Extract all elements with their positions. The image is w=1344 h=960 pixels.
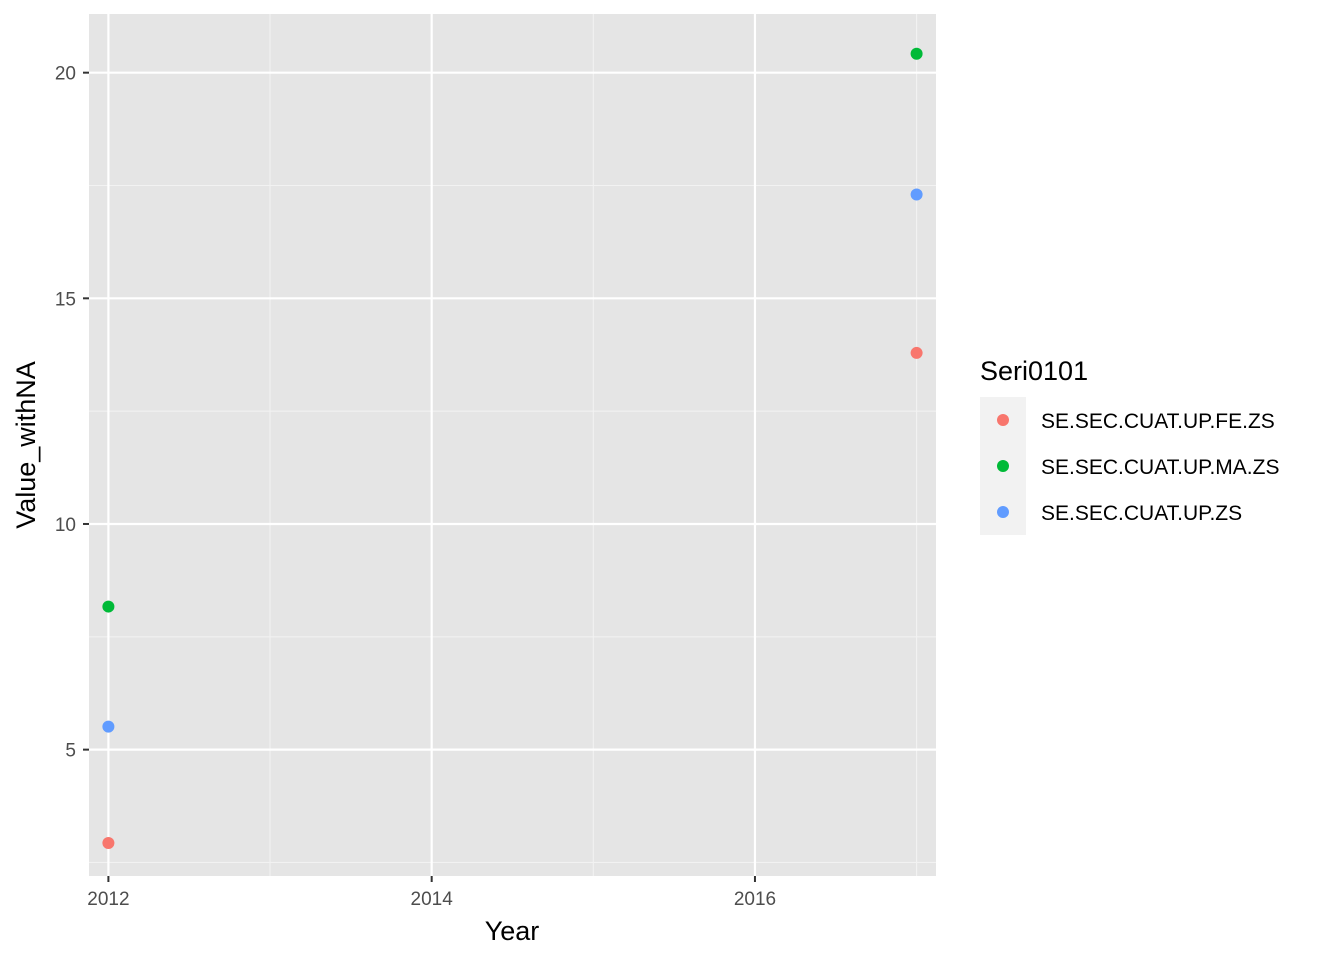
legend-label: SE.SEC.CUAT.UP.MA.ZS: [1041, 456, 1279, 479]
data-point: [102, 837, 115, 850]
y-tick-label: 20: [55, 64, 76, 85]
minor-gridlines: [89, 14, 936, 876]
data-point: [102, 600, 115, 613]
data-point: [910, 188, 923, 201]
data-points: [102, 47, 923, 850]
panel-background: [89, 14, 936, 876]
legend: Seri0101 SE.SEC.CUAT.UP.FE.ZSSE.SEC.CUAT…: [980, 356, 1279, 535]
data-point: [910, 47, 923, 60]
legend-label: SE.SEC.CUAT.UP.ZS: [1041, 502, 1242, 525]
y-axis-tick-labels: 5 10 15 20: [55, 64, 76, 762]
major-gridlines: [89, 14, 936, 876]
legend-key: [997, 506, 1009, 518]
x-tick-label: 2012: [87, 889, 129, 910]
y-tick-label: 15: [55, 289, 76, 310]
legend-items: SE.SEC.CUAT.UP.FE.ZS SE.SEC.CUAT.UP.MA.ZS…: [997, 410, 1279, 525]
legend-label: SE.SEC.CUAT.UP.FE.ZS: [1041, 410, 1275, 433]
legend-key: [997, 460, 1009, 472]
x-tick-label: 2016: [734, 889, 776, 910]
data-point: [910, 346, 923, 359]
x-tick-label: 2014: [411, 889, 454, 910]
y-axis-title: Value_withNA: [11, 361, 41, 529]
y-tick-label: 10: [55, 515, 76, 536]
y-tick-label: 5: [65, 741, 76, 762]
x-axis-tick-labels: 2012 2014 2016: [87, 889, 776, 910]
x-axis-title: Year: [485, 916, 540, 946]
legend-title: Seri0101: [980, 356, 1088, 386]
data-point: [102, 720, 115, 733]
axis-ticks: [83, 71, 756, 882]
legend-key: [997, 414, 1009, 426]
